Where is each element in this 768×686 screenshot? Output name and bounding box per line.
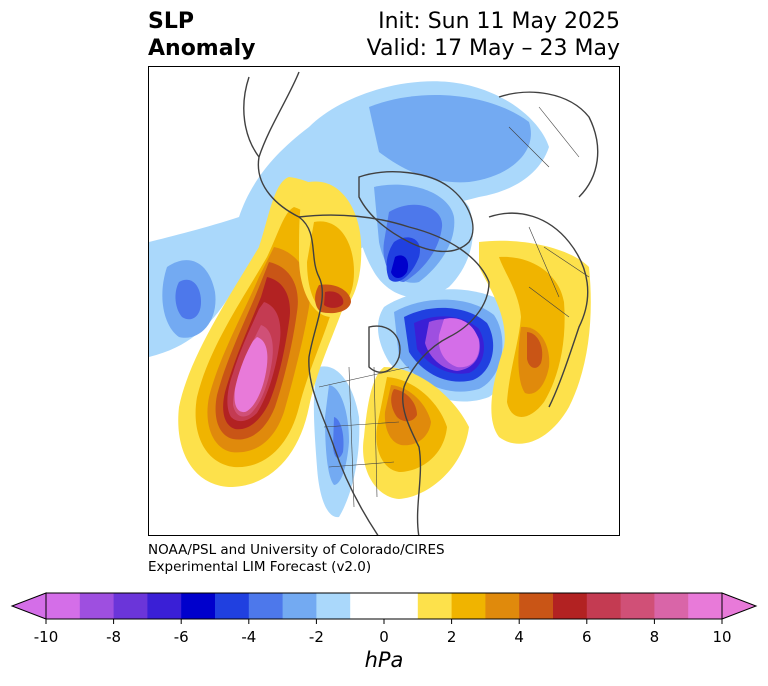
colorbar-bin <box>654 593 689 619</box>
anomaly-map <box>149 71 599 535</box>
eastern-us-high-core <box>391 389 417 422</box>
arctic-low-center <box>391 255 409 279</box>
colorbar-tick-label: -6 <box>173 628 189 646</box>
europe-high-core <box>527 332 543 368</box>
colorbar-tick-label: 0 <box>379 628 389 646</box>
coastlines <box>243 71 599 535</box>
anomaly-fills <box>149 81 591 518</box>
colorbar-tick-label: 4 <box>514 628 524 646</box>
map-title: SLP Anomaly <box>148 8 255 62</box>
colorbar-bin <box>46 593 81 619</box>
colorbar-tick-label: -10 <box>33 628 59 646</box>
arctic-blue-mid <box>369 95 531 183</box>
atlantic-low-center <box>438 318 480 368</box>
colorbar-bin <box>688 593 723 619</box>
colorbar-bin <box>485 593 520 619</box>
colorbar-bin <box>215 593 250 619</box>
pacific-high-core <box>234 337 268 413</box>
credit-line-1: NOAA/PSL and University of Colorado/CIRE… <box>148 542 445 558</box>
colorbar-tick-label: -2 <box>308 628 324 646</box>
borders <box>318 106 590 508</box>
central-us-low-core <box>333 417 344 459</box>
map-panel <box>148 66 620 536</box>
credit-line-2: Experimental LIM Forecast (v2.0) <box>148 559 372 575</box>
colorbar-bin <box>553 593 588 619</box>
forecast-dates: Init: Sun 11 May 2025 Valid: 17 May – 23… <box>367 8 620 62</box>
colorbar-bin <box>586 593 622 619</box>
colorbar-over-arrow <box>721 592 758 620</box>
colorbar-under-arrow <box>10 592 47 620</box>
colorbar-tick-label: -8 <box>106 628 122 646</box>
colorbar-units: hPa <box>364 648 404 672</box>
colorbar-tick-label: 8 <box>649 628 660 646</box>
colorbar-bin <box>79 593 115 619</box>
colorbar-bin <box>417 593 453 619</box>
colorbar-bin <box>519 593 554 619</box>
canada-high-core <box>324 291 344 308</box>
init-date: Init: Sun 11 May 2025 <box>378 9 620 34</box>
colorbar-bin <box>113 593 148 619</box>
aleutian-low-core <box>175 279 201 320</box>
colorbar-tick-label: 2 <box>446 628 457 646</box>
credit-text: NOAA/PSL and University of Colorado/CIRE… <box>148 542 445 576</box>
title-variable: SLP <box>148 9 194 34</box>
colorbar-bin <box>181 593 216 619</box>
colorbar-bin <box>147 593 182 619</box>
colorbar-bin <box>248 593 284 619</box>
colorbar-bin <box>620 593 655 619</box>
title-variable-type: Anomaly <box>148 36 256 61</box>
colorbar-bin <box>350 593 419 619</box>
colorbar-bin <box>316 593 351 619</box>
colorbar <box>10 592 758 624</box>
colorbar-tick-label: 6 <box>582 628 592 646</box>
colorbar-tick-label: 10 <box>712 628 732 646</box>
colorbar-tick-label: -4 <box>241 628 257 646</box>
colorbar-bin <box>282 593 317 619</box>
colorbar-bin <box>451 593 486 619</box>
valid-range: Valid: 17 May – 23 May <box>366 36 620 61</box>
